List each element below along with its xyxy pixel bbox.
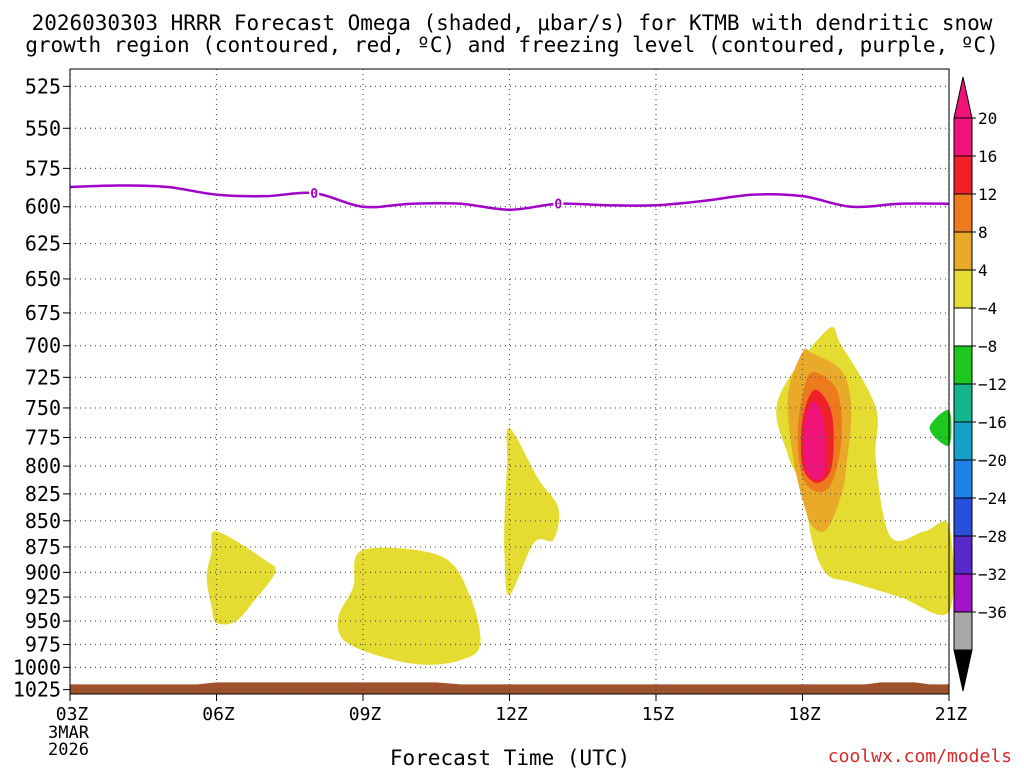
y-tick-label: 575: [25, 156, 61, 180]
colorbar-label: 8: [978, 223, 988, 242]
colorbar-segment: [953, 269, 973, 309]
x-sublabel-date: 3MAR: [48, 723, 90, 743]
colorbar-segment: [953, 307, 973, 347]
freezing-label-bg: [553, 195, 564, 212]
colorbar-label: −32: [978, 565, 1007, 584]
omega-region-2: [504, 428, 560, 596]
y-tick-label: 625: [25, 232, 61, 256]
colorbar-label: −36: [978, 603, 1007, 622]
y-tick-label: 950: [25, 609, 61, 633]
colorbar-segment: [953, 231, 973, 271]
colorbar-segment: [953, 573, 973, 613]
omega-shading: [206, 326, 954, 665]
credit-text[interactable]: coolwx.com/models: [828, 746, 1012, 767]
y-tick-label: 925: [25, 585, 61, 609]
colorbar-top-arrow: [953, 76, 973, 119]
colorbar-segment: [953, 535, 973, 575]
x-tick-label: 03Z: [56, 704, 89, 725]
y-tick-label: 875: [25, 535, 61, 559]
y-tick-label: 775: [25, 426, 61, 450]
omega-region-8: [929, 410, 952, 447]
colorbar-label: −20: [978, 451, 1007, 470]
terrain: [70, 682, 949, 694]
omega-region-1: [337, 547, 481, 665]
colorbar-segment: [953, 611, 973, 651]
colorbar-segment: [953, 117, 973, 157]
colorbar-segment: [953, 345, 973, 385]
y-tick-label: 750: [25, 396, 61, 420]
x-tick-label: 18Z: [788, 704, 821, 725]
y-tick-label: 725: [25, 365, 61, 389]
freezing-label-bg: [309, 185, 320, 202]
colorbar-label: −12: [978, 375, 1007, 394]
colorbar-label: −16: [978, 413, 1007, 432]
chart-title-line-2: growth region (contoured, red, ºC) and f…: [25, 33, 999, 57]
y-tick-label: 900: [25, 560, 61, 584]
x-sublabel-year: 2026: [48, 740, 89, 760]
chart-title-line-1: 2026030303 HRRR Forecast Omega (shaded, …: [32, 11, 993, 35]
colorbar-label: −8: [978, 337, 997, 356]
x-tick-label: 15Z: [642, 704, 675, 725]
x-tick-label: 12Z: [495, 704, 528, 725]
colorbar-segment: [953, 421, 973, 461]
colorbar-segment: [953, 383, 973, 423]
y-tick-label: 700: [25, 334, 61, 358]
freezing-level-line: [69, 184, 950, 211]
omega-region-0: [206, 531, 276, 625]
freezing-level: 00: [69, 184, 950, 213]
x-axis: 03Z 06Z 09Z 12Z 15Z 18Z 21Z: [56, 694, 968, 725]
y-tick-label: 800: [25, 454, 61, 478]
omega-region-7: [803, 401, 826, 481]
y-axis: 525 550 575 600 625 650 675 700 725 750 775 800 825 8…: [13, 74, 70, 702]
y-tick-label: 825: [25, 482, 61, 506]
terrain-fill: [70, 682, 949, 694]
x-tick-label: 09Z: [349, 704, 382, 725]
y-tick-label: 1000: [13, 655, 61, 679]
colorbar-label: 16: [978, 147, 997, 166]
y-tick-label: 850: [25, 509, 61, 533]
x-tick-label: 06Z: [202, 704, 235, 725]
colorbar-label: −28: [978, 527, 1007, 546]
colorbar-label: 12: [978, 185, 997, 204]
y-tick-label: 675: [25, 301, 61, 325]
y-tick-label: 550: [25, 116, 61, 140]
colorbar-segment: [953, 497, 973, 537]
colorbar-label: 20: [978, 109, 997, 128]
colorbar: 20 16 12 8 4 −4 −8 −12 −16 −20 −24 −28 −32 −36: [953, 76, 1007, 692]
y-tick-label: 650: [25, 267, 61, 291]
freezing-level-label: 0: [310, 187, 318, 202]
y-tick-label: 975: [25, 633, 61, 657]
colorbar-label: −4: [978, 299, 997, 318]
y-tick-label: 1025: [13, 678, 61, 702]
colorbar-segment: [953, 459, 973, 499]
y-tick-label: 525: [25, 74, 61, 98]
colorbar-label: 4: [978, 261, 988, 280]
colorbar-label: −24: [978, 489, 1007, 508]
colorbar-segment: [953, 155, 973, 195]
freezing-level-label: 0: [554, 198, 562, 213]
colorbar-segment: [953, 193, 973, 233]
x-axis-label: Forecast Time (UTC): [390, 746, 630, 768]
colorbar-bottom-arrow: [953, 649, 973, 692]
x-tick-label: 21Z: [935, 704, 968, 725]
y-tick-label: 600: [25, 195, 61, 219]
